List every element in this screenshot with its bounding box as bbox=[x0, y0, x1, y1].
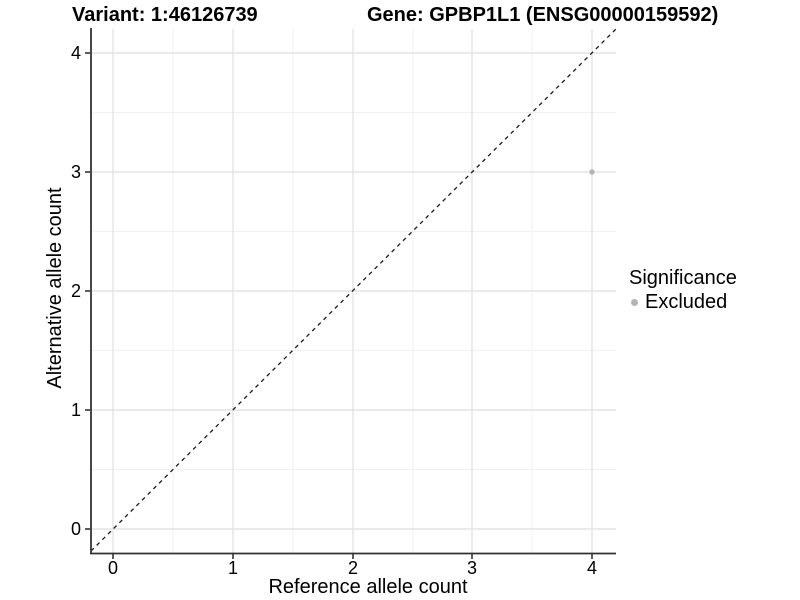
legend-title: Significance bbox=[629, 267, 737, 289]
identity-line bbox=[90, 28, 617, 552]
x-tick-label-1: 1 bbox=[227, 558, 239, 578]
x-tick-label-3: 3 bbox=[466, 558, 478, 578]
major-gridlines bbox=[91, 29, 616, 553]
y-tick-label-3: 3 bbox=[70, 162, 81, 182]
x-tick-label-0: 0 bbox=[107, 558, 119, 578]
excluded-point-icon bbox=[631, 298, 638, 306]
y-tick-label-1: 1 bbox=[70, 400, 81, 420]
legend-entry-label: Excluded bbox=[645, 291, 728, 313]
legend-entry-excluded: Excluded bbox=[629, 290, 737, 314]
y-axis-title: Alternative allele count bbox=[44, 187, 66, 389]
y-tick-label-4: 4 bbox=[70, 43, 81, 63]
tick-marks bbox=[85, 52, 593, 559]
legend: Significance Excluded bbox=[629, 266, 737, 314]
y-tick-label-0: 0 bbox=[70, 519, 81, 539]
variant-title: Variant: 1:46126739 bbox=[72, 4, 258, 26]
x-tick-label-4: 4 bbox=[586, 558, 598, 578]
axis-lines bbox=[90, 28, 616, 555]
x-tick-label-2: 2 bbox=[347, 558, 359, 578]
x-axis-title: Reference allele count bbox=[268, 576, 468, 598]
data-point bbox=[589, 169, 595, 175]
y-tick-label-2: 2 bbox=[70, 281, 81, 301]
gene-title: Gene: GPBP1L1 (ENSG00000159592) bbox=[367, 4, 719, 26]
